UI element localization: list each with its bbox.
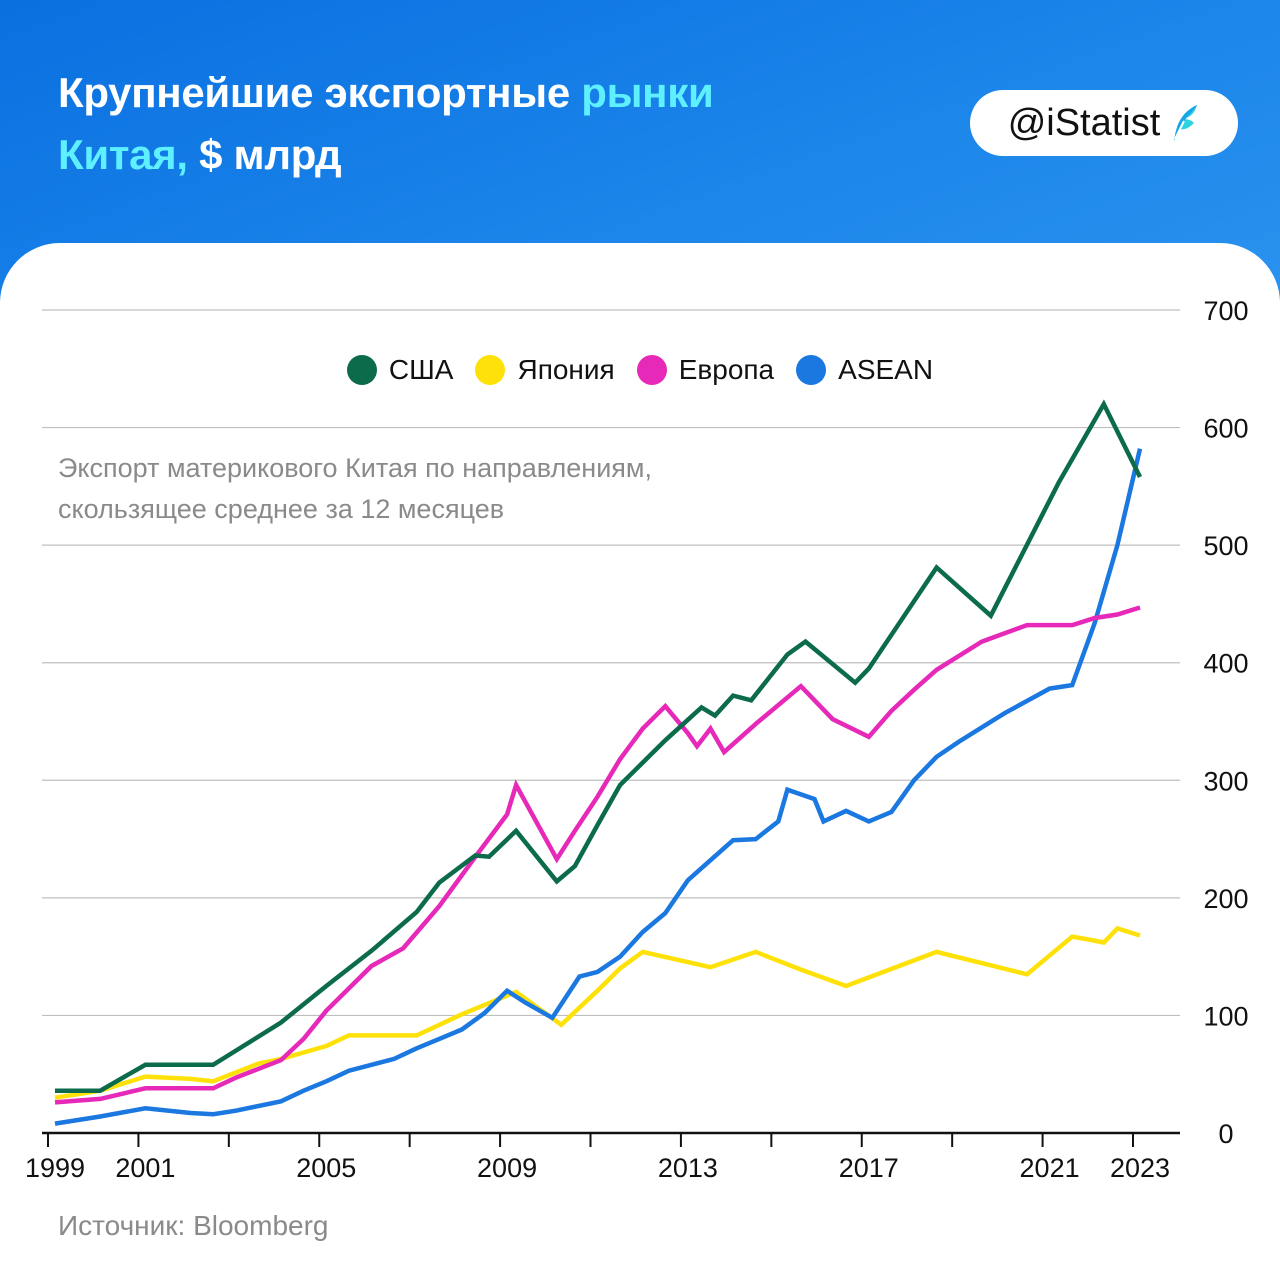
y-tick-label: 500 [1203,531,1248,561]
legend-dot-asean [796,355,827,385]
series-line-usa [55,399,1143,1093]
x-tick-label: 2001 [115,1153,175,1183]
x-tick-label: 2009 [477,1153,537,1183]
y-tick-label: 600 [1203,414,1248,444]
legend-item-europe[interactable]: Европа [636,354,775,386]
series-lines [54,399,1143,1126]
series-line-asean [54,448,1143,1126]
y-tick-label: 200 [1203,884,1248,914]
x-tick-label: 2013 [658,1153,718,1183]
feather-logo-icon [1174,105,1198,141]
x-axis: 1999 2001 2005 2009 2013 2017 2021 2023 [25,1131,1180,1183]
legend-label: Япония [517,354,615,385]
y-tick-label: 400 [1203,649,1248,679]
subtitle-line-1: Экспорт материкового Китая по направлени… [58,453,652,483]
title-line-1: Крупнейшие экспортные рынки [58,62,714,124]
legend-item-usa[interactable]: США [346,354,454,386]
y-tick-label: 300 [1203,766,1248,796]
x-tick-label: 2021 [1020,1153,1080,1183]
y-tick-label: 0 [1218,1119,1233,1149]
title-line-2: Китая, $ млрд [58,124,713,186]
legend-label: ASEAN [838,354,934,385]
subtitle-line-2: скользящее среднее за 12 месяцев [58,494,505,524]
brand-label: @iStatist [1007,101,1161,144]
legend-dot-japan [475,355,506,385]
x-tick-label: 2023 [1110,1153,1170,1183]
x-tick-label: 1999 [25,1153,85,1183]
chart-legend: США Япония Европа ASEAN [0,348,1280,392]
grid-lines [42,309,1180,1017]
title-highlight: рынки [581,69,714,116]
y-tick-label: 100 [1203,1001,1248,1031]
y-tick-label: 700 [1203,296,1248,326]
page-title: Крупнейшие экспортные рынки Китая, $ млр… [58,62,714,186]
legend-dot-europe [636,355,667,385]
chart-card [0,243,1280,1280]
x-tick-label: 2005 [296,1153,356,1183]
source-note: Источник: Bloomberg [58,1210,329,1241]
series-line-japan [54,925,1141,1100]
x-tick-label: 2017 [839,1153,899,1183]
brand-badge[interactable]: @iStatist [970,90,1238,156]
chart-subtitle: Экспорт материкового Китая по направлени… [58,448,818,530]
series-line-europe [54,605,1141,1105]
legend-item-asean[interactable]: ASEAN [796,354,933,386]
title-part: $ млрд [187,131,342,178]
y-axis-labels: 0 100 200 300 400 500 600 700 [1203,296,1248,1149]
legend-item-japan[interactable]: Япония [475,354,615,386]
legend-label: США [388,354,454,385]
legend-label: Европа [678,354,775,385]
title-part: Крупнейшие экспортные [58,69,582,116]
title-highlight: Китая, [58,131,188,178]
legend-dot-usa [346,355,377,385]
